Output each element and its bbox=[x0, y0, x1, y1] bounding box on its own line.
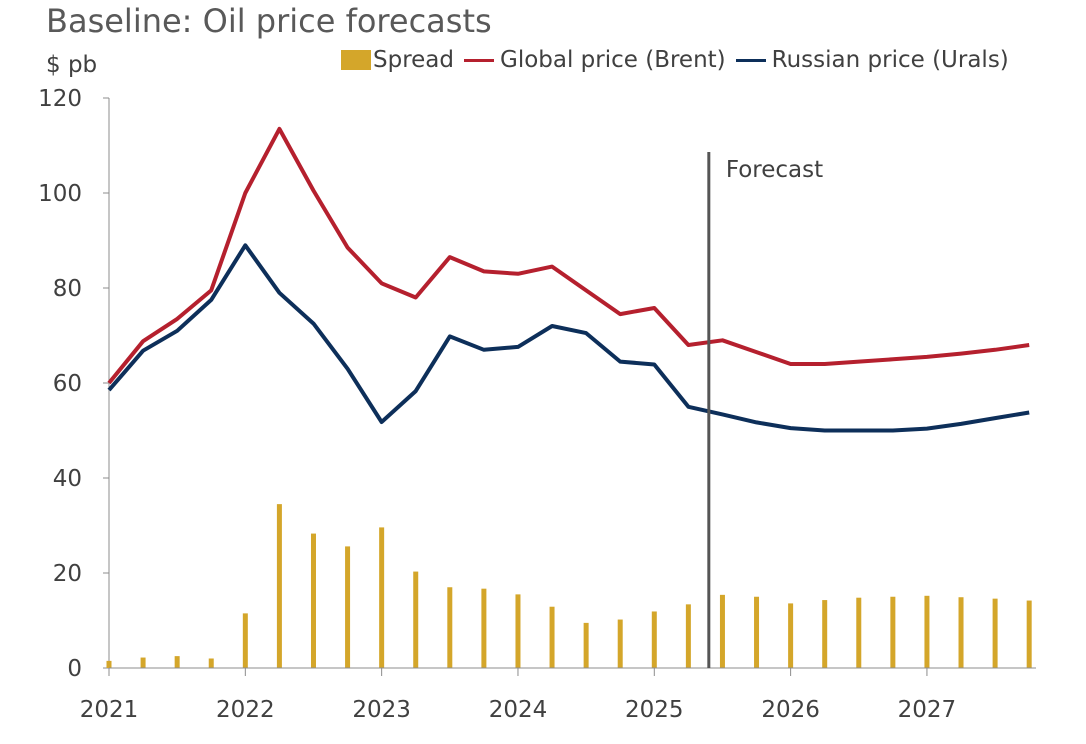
x-tick-label: 2025 bbox=[625, 697, 684, 723]
spread-bar bbox=[515, 594, 521, 668]
x-tick-label: 2027 bbox=[898, 697, 957, 723]
spread-bar bbox=[310, 533, 316, 668]
legend-label-urals: Russian price (Urals) bbox=[771, 47, 1009, 73]
spread-bar bbox=[924, 595, 930, 668]
x-tick-label: 2022 bbox=[216, 697, 275, 723]
brent-line bbox=[107, 126, 1030, 385]
y-tick-label: 100 bbox=[38, 181, 82, 207]
y-tick-label: 120 bbox=[38, 86, 82, 112]
x-tick-label: 2024 bbox=[489, 697, 548, 723]
spread-bar bbox=[822, 600, 828, 668]
y-tick-label: 20 bbox=[53, 561, 82, 587]
x-tick-label: 2023 bbox=[352, 697, 411, 723]
x-tick-label: 2021 bbox=[80, 697, 139, 723]
legend-swatch-urals bbox=[735, 58, 766, 62]
legend-swatch-spread bbox=[341, 50, 371, 70]
spread-bar bbox=[413, 571, 419, 668]
chart-title: Baseline: Oil price forecasts bbox=[46, 2, 492, 40]
spread-bar bbox=[651, 611, 657, 668]
y-tick-label: 0 bbox=[67, 656, 82, 682]
legend: Spread Global price (Brent) Russian pric… bbox=[341, 44, 1019, 76]
y-tick-label: 60 bbox=[53, 371, 82, 397]
spread-bar bbox=[754, 596, 760, 668]
legend-item-brent: Global price (Brent) bbox=[464, 47, 726, 73]
spread-bar bbox=[958, 597, 964, 668]
spread-bar bbox=[447, 587, 453, 668]
spread-bar bbox=[685, 604, 691, 668]
legend-label-brent: Global price (Brent) bbox=[500, 47, 726, 73]
spread-bar bbox=[992, 598, 998, 668]
y-tick-label: 40 bbox=[53, 466, 82, 492]
spread-bar bbox=[549, 606, 555, 668]
spread-bar bbox=[174, 656, 180, 668]
legend-swatch-brent bbox=[464, 58, 494, 62]
spread-bar bbox=[856, 597, 862, 668]
spread-bar bbox=[345, 546, 351, 668]
spread-bar bbox=[788, 603, 794, 668]
spread-bar bbox=[208, 658, 214, 668]
spread-bar bbox=[481, 588, 487, 668]
spread-bar bbox=[719, 594, 725, 668]
urals-line bbox=[107, 243, 1030, 433]
spread-bar bbox=[140, 657, 146, 668]
spread-bar bbox=[106, 660, 112, 668]
legend-label-spread: Spread bbox=[373, 47, 454, 73]
x-tick-label: 2026 bbox=[761, 697, 820, 723]
y-tick-label: 80 bbox=[53, 276, 82, 302]
y-axis-label: $ pb bbox=[46, 52, 98, 78]
spread-bar bbox=[1026, 600, 1032, 668]
legend-item-urals: Russian price (Urals) bbox=[735, 47, 1009, 73]
spread-bar bbox=[617, 619, 623, 668]
forecast-label: Forecast bbox=[726, 157, 823, 183]
spread-bar bbox=[890, 596, 896, 668]
spread-bar bbox=[242, 613, 248, 668]
spread-bar bbox=[276, 504, 282, 668]
spread-bar bbox=[583, 622, 589, 668]
legend-item-spread: Spread bbox=[341, 47, 454, 73]
spread-bar bbox=[379, 527, 385, 668]
